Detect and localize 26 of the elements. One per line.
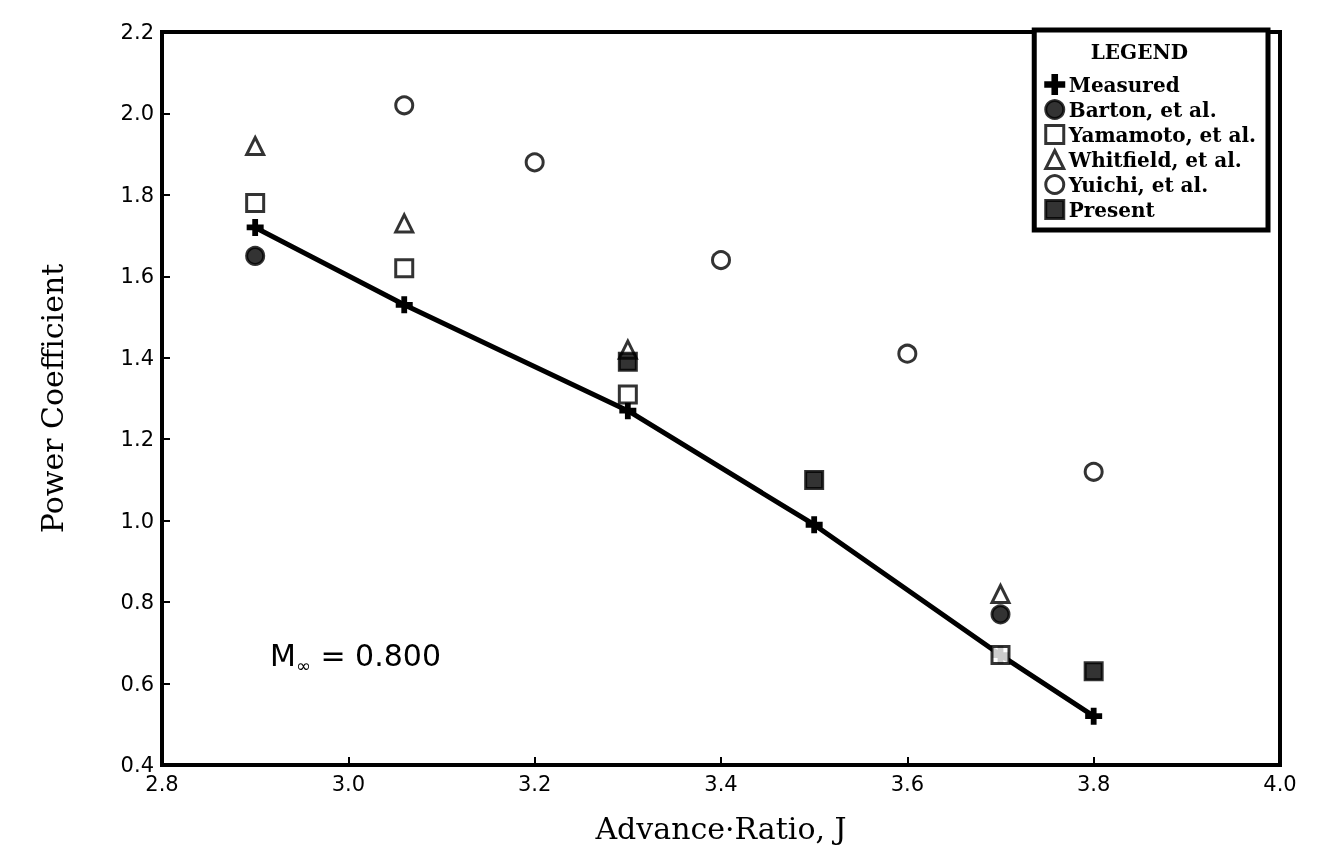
x-tick-label: 2.8 [145, 771, 179, 796]
x-tick-label: 3.0 [331, 771, 366, 796]
x-tick-label: 3.6 [890, 771, 925, 796]
legend-label: Yuichi, et al. [1067, 172, 1209, 197]
y-tick-label: 1.4 [120, 345, 154, 370]
x-tick-label: 3.2 [517, 771, 552, 796]
x-axis-title: Advance·Ratio, J [594, 810, 847, 846]
y-tick-label: 1.0 [120, 508, 154, 533]
legend-label: Barton, et al. [1068, 97, 1217, 122]
y-tick-label: 1.2 [120, 427, 154, 452]
y-tick-label: 0.8 [120, 590, 154, 615]
y-tick-label: 2.0 [120, 101, 154, 126]
legend-label: Whitfield, et al. [1067, 147, 1242, 172]
legend-title: LEGEND [1090, 40, 1189, 64]
x-tick-label: 3.4 [704, 771, 738, 796]
legend-label: Present [1068, 197, 1156, 222]
legend-label: Yamamoto, et al. [1067, 122, 1257, 147]
y-tick-label: 0.6 [120, 671, 154, 696]
y-tick-label: 2.2 [120, 20, 154, 44]
y-tick-label: 1.6 [120, 264, 154, 289]
x-tick-label: 4.0 [1263, 771, 1297, 796]
y-axis-title: Power Coefficient [34, 263, 70, 534]
y-tick-label: 1.8 [120, 182, 154, 207]
x-tick-label: 3.8 [1076, 771, 1111, 796]
annotation: M∞ = 0.800 [270, 637, 441, 676]
legend-label: Measured [1068, 72, 1180, 97]
